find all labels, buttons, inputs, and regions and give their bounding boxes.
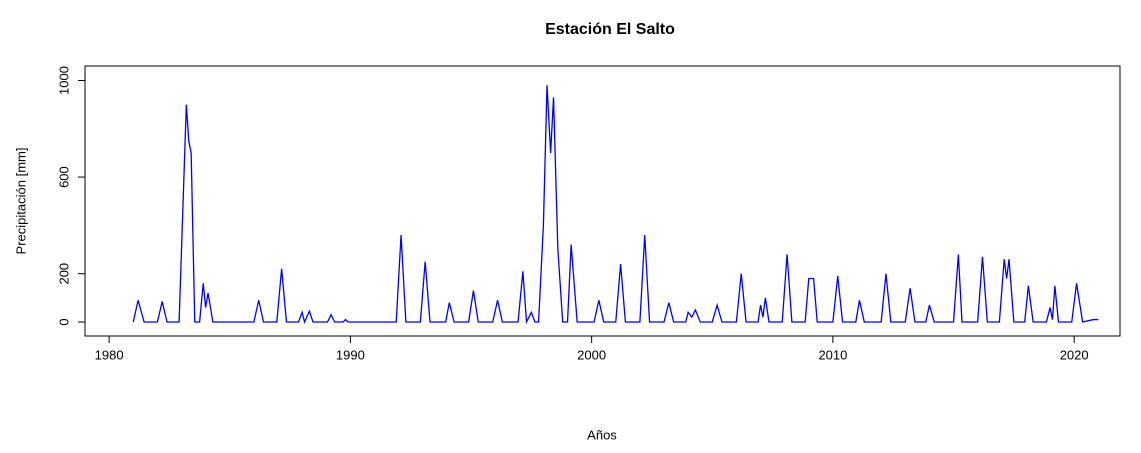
x-tick-label: 2010 xyxy=(818,347,847,362)
x-tick-label: 2020 xyxy=(1060,347,1089,362)
x-axis-label: Años xyxy=(587,427,617,442)
plot-frame xyxy=(84,65,1121,337)
y-tick-label: 600 xyxy=(56,166,71,188)
x-tick-label: 2000 xyxy=(577,347,606,362)
y-tick-label: 1000 xyxy=(56,66,71,95)
data-line xyxy=(132,85,1099,325)
x-tick-label: 1980 xyxy=(95,347,124,362)
chart-title: Estación El Salto xyxy=(545,21,675,38)
x-tick-label: 1990 xyxy=(336,347,365,362)
y-tick-label: 0 xyxy=(56,318,71,325)
y-axis-label: Precipitación [mm] xyxy=(13,148,28,255)
y-tick-label: 200 xyxy=(56,263,71,285)
